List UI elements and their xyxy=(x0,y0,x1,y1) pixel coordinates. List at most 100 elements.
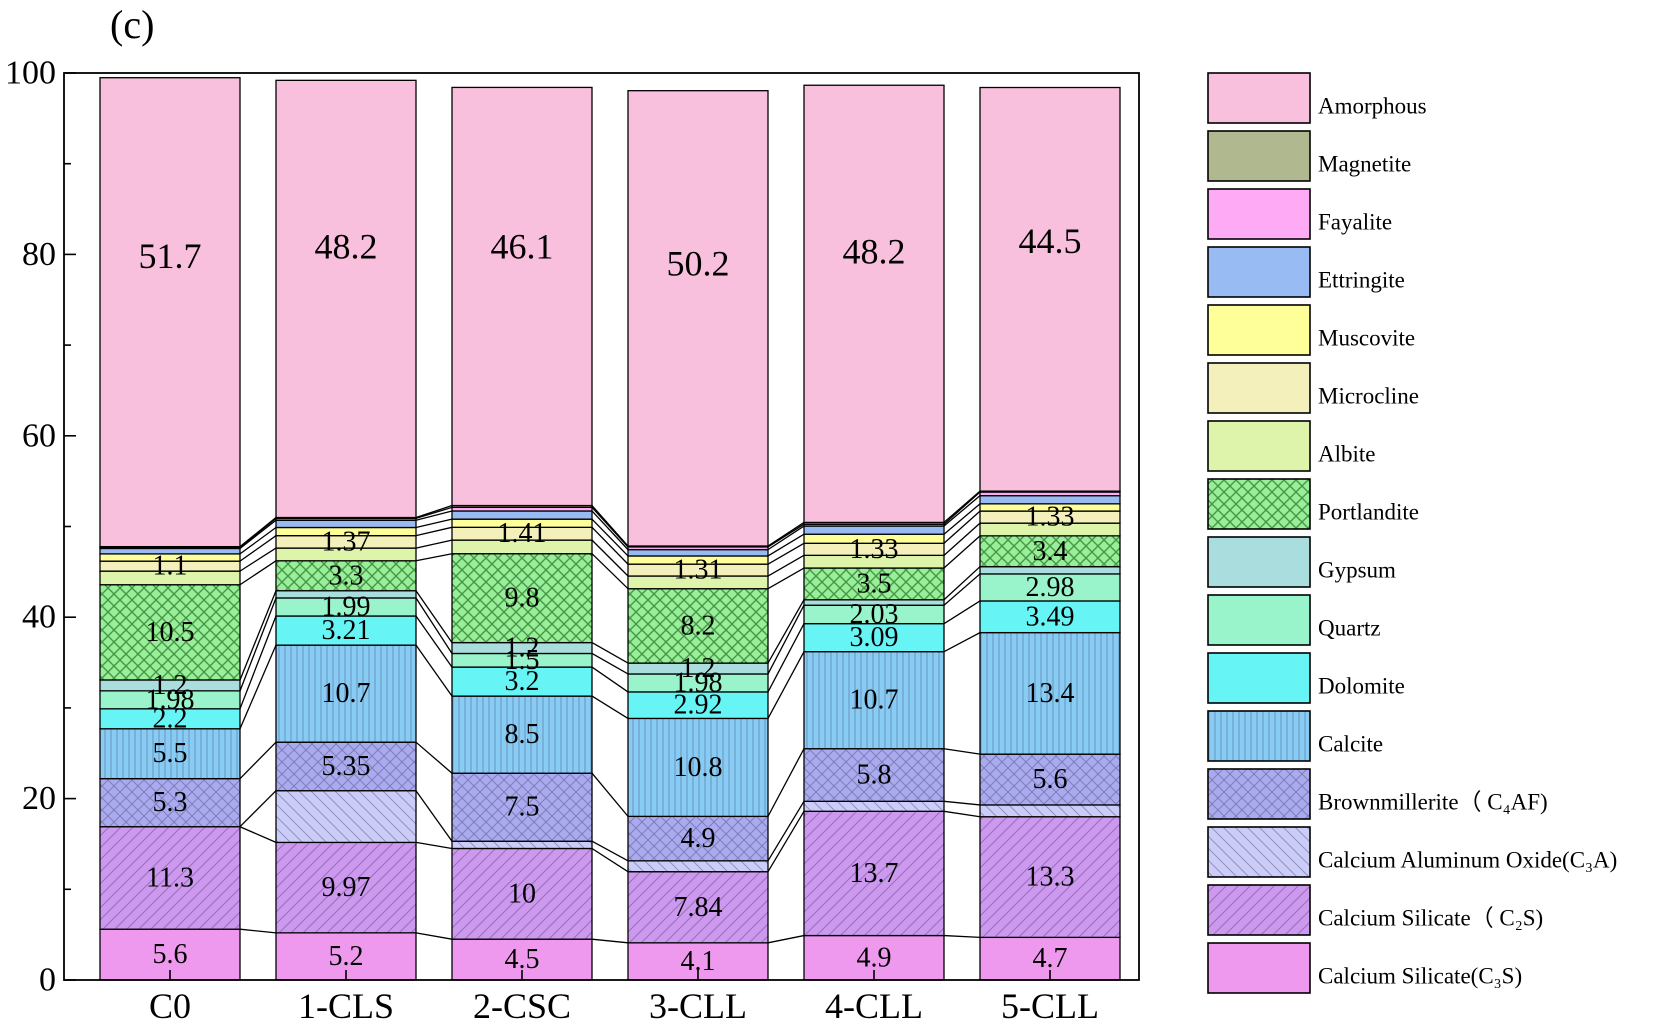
bar-segment xyxy=(275,560,417,592)
data-label: 5.6 xyxy=(153,939,188,970)
connector-line xyxy=(767,599,805,664)
connector-line xyxy=(415,790,453,842)
connector-line xyxy=(415,597,453,654)
data-label: 13.4 xyxy=(1026,678,1075,709)
data-label: 51.7 xyxy=(139,236,202,276)
bar-segment xyxy=(275,79,417,519)
legend-swatch xyxy=(1207,884,1311,936)
connector-line xyxy=(415,504,453,519)
data-label: 1.99 xyxy=(322,591,371,622)
y-tick-label: 80 xyxy=(22,236,56,273)
bar-segment xyxy=(803,84,945,524)
data-label: 5.35 xyxy=(322,751,371,782)
bar-segment xyxy=(979,86,1121,492)
connector-line xyxy=(767,623,805,693)
bar-segment xyxy=(627,860,769,873)
bar-segment xyxy=(627,871,769,944)
connector-line xyxy=(415,526,453,537)
connector-line xyxy=(415,741,453,774)
connector-line xyxy=(239,590,277,681)
segment-labels: 5.611.35.35.52.21.981.210.51.151.75.29.9… xyxy=(139,221,1082,977)
data-label: 3.5 xyxy=(857,568,892,599)
bar-segment xyxy=(275,790,417,844)
legend-label: Calcium Aluminum Oxide(C₃A) xyxy=(1318,848,1617,873)
bar-segment xyxy=(803,800,945,812)
data-label: 48.2 xyxy=(843,231,906,271)
data-label: 13.3 xyxy=(1026,862,1075,893)
legend-swatch xyxy=(1207,362,1311,414)
connector-line xyxy=(239,928,277,934)
data-label: 3.21 xyxy=(322,615,371,646)
x-category-label: 1-CLS xyxy=(298,986,394,1021)
data-label: 1.37 xyxy=(322,526,371,557)
data-label: 1.33 xyxy=(1026,502,1075,533)
data-label: 1.33 xyxy=(850,534,899,565)
connector-line xyxy=(767,533,805,557)
connector-line xyxy=(943,810,981,818)
data-label: 3.49 xyxy=(1026,601,1075,632)
data-label: 10.7 xyxy=(850,685,899,716)
connector-line xyxy=(415,932,453,940)
legend-swatch xyxy=(1207,768,1311,820)
data-label: 10.7 xyxy=(322,678,371,709)
connector-line xyxy=(591,518,629,557)
legend-label: Microcline xyxy=(1318,384,1419,409)
data-label: 5.5 xyxy=(153,738,188,769)
connector-line xyxy=(239,517,277,548)
bar-segment xyxy=(99,584,241,681)
data-label: 4.7 xyxy=(1033,943,1068,974)
data-label: 1.2 xyxy=(153,670,188,701)
data-label: 10.8 xyxy=(674,752,723,783)
data-label: 2.03 xyxy=(850,599,899,630)
data-label: 7.84 xyxy=(674,892,723,923)
connector-line xyxy=(591,553,629,590)
connector-line xyxy=(591,847,629,873)
legend-label: Calcium Silicate（ C₂S) xyxy=(1318,906,1543,931)
connector-line xyxy=(943,600,981,625)
connector-line xyxy=(239,535,277,562)
data-label: 1.2 xyxy=(681,653,716,684)
bar-segment xyxy=(627,90,769,547)
connector-line xyxy=(239,790,277,828)
data-label: 1.31 xyxy=(674,555,723,586)
connector-line xyxy=(767,748,805,817)
bar-segment xyxy=(803,567,945,601)
connector-line xyxy=(943,510,981,544)
connector-line xyxy=(239,741,277,780)
bar-segment xyxy=(979,753,1121,806)
legend-swatch xyxy=(1207,594,1311,646)
legend-swatch xyxy=(1207,942,1311,994)
y-tick-label: 40 xyxy=(22,599,56,636)
legend-swatch xyxy=(1207,188,1311,240)
axes: 0 20 40 60 80 100 C0 1-CLS 2-CSC 3-CLL 4-CLL 5-CLL xyxy=(5,55,1140,1026)
connector-line xyxy=(591,938,629,944)
connector-line xyxy=(591,666,629,693)
connector-line xyxy=(239,519,277,549)
x-category-label: 5-CLL xyxy=(1001,986,1099,1021)
data-label: 1.41 xyxy=(498,518,547,549)
legend: Amorphous Magnetite Fayalite Ettringite Musc… xyxy=(1207,72,1617,994)
connector-line xyxy=(767,542,805,565)
bar-segment xyxy=(451,772,593,842)
bar-segment xyxy=(451,86,593,507)
legend-swatch xyxy=(1207,478,1311,530)
legend-label: Fayalite xyxy=(1318,210,1392,235)
connector-line xyxy=(239,615,277,710)
bar-segment xyxy=(275,741,417,792)
data-label: 11.3 xyxy=(146,862,194,893)
data-label: 3.3 xyxy=(329,560,364,591)
bar-segment xyxy=(979,804,1121,818)
data-label: 48.2 xyxy=(315,226,378,266)
connector-line xyxy=(943,490,981,523)
data-label: 2.98 xyxy=(1026,572,1075,603)
legend-label: Calcite xyxy=(1318,732,1383,757)
connector-line xyxy=(239,526,277,555)
connector-line xyxy=(943,522,981,556)
legend-label: Brownmillerite（ C₄AF) xyxy=(1318,790,1548,815)
connector-line xyxy=(415,644,453,697)
legend-swatch xyxy=(1207,246,1311,298)
data-label: 3.4 xyxy=(1033,536,1068,567)
data-label: 5.2 xyxy=(329,941,364,972)
data-label: 3.09 xyxy=(850,622,899,653)
